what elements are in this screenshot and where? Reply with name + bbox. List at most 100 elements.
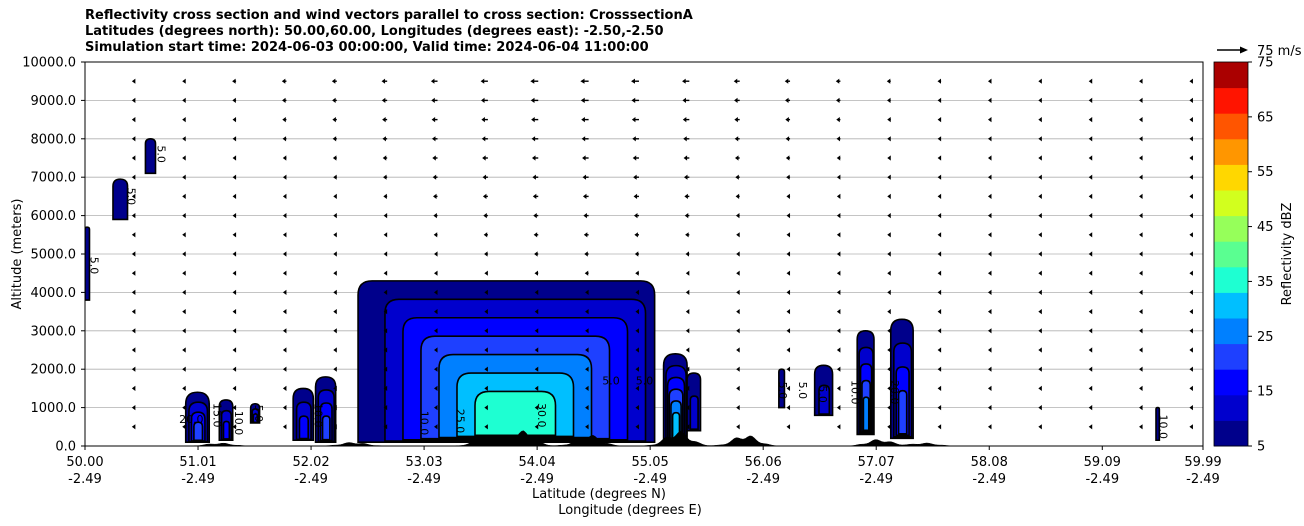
contour-label-14: 5.0 [796, 382, 809, 400]
wind-vector-0-0 [82, 79, 86, 84]
wind-vector-head [434, 289, 438, 295]
wind-vector-19-10 [1038, 270, 1042, 276]
wind-vector-head [585, 328, 589, 334]
wind-vector-7-12 [434, 309, 438, 315]
wind-vector-15-15 [836, 366, 841, 372]
wind-vector-head [232, 270, 237, 276]
wind-vector-head [434, 424, 438, 430]
wind-vector-2-15 [182, 366, 186, 372]
wind-vector-head [534, 289, 539, 295]
wind-vector-5-10 [333, 270, 337, 276]
wind-vector-7-3 [431, 136, 438, 142]
wind-vector-19-7 [1038, 213, 1042, 219]
wind-vector-head [82, 309, 86, 314]
wind-vector-head [131, 174, 136, 180]
wind-vector-1-10 [131, 270, 136, 276]
wind-vector-14-16 [786, 385, 791, 391]
wind-vector-11-13 [635, 328, 639, 334]
wind-vector-head [937, 117, 942, 123]
wind-vector-head [887, 193, 891, 199]
wind-vector-17-5 [937, 174, 942, 180]
wind-vector-head [937, 270, 942, 276]
wind-vector-head [333, 424, 337, 430]
wind-vector-head [635, 405, 639, 411]
wind-vector-14-9 [786, 251, 791, 257]
wind-vector-head [1139, 117, 1143, 123]
wind-vector-5-1 [332, 97, 337, 103]
wind-vector-head [481, 97, 485, 103]
wind-vector-8-16 [484, 385, 488, 391]
wind-vector-head [633, 213, 638, 219]
wind-vector-head [482, 174, 487, 180]
y-tick-label-4: 4000.0 [31, 286, 77, 301]
wind-vector-4-2 [282, 117, 287, 123]
contour-labels: 5.0 5.0 5.0 20.0 15.0 10.0 5.0 10.0 10.0 25.0 30.0… [88, 145, 1170, 439]
wind-vector-head [382, 136, 386, 142]
x-tick-lon-9: -2.49 [1085, 472, 1119, 487]
wind-vector-head [534, 309, 539, 315]
echo-cell-8-band-6 [474, 390, 557, 437]
wind-vector-head [735, 155, 739, 161]
wind-vector-head [1088, 155, 1093, 161]
wind-vector-head [685, 328, 690, 334]
wind-vector-head [381, 97, 386, 103]
wind-vector-4-12 [282, 309, 287, 315]
wind-vector-head [887, 213, 891, 219]
wind-vector-head [786, 366, 791, 372]
wind-vector-22-12 [1189, 309, 1193, 315]
wind-vector-16-4 [887, 155, 891, 161]
wind-vector-head [484, 289, 488, 295]
contour-label-15: 5.0 [816, 385, 829, 403]
colorbar-band-45 [1214, 215, 1248, 242]
wind-vector-12-14 [685, 347, 690, 353]
wind-vector-0-12 [82, 309, 86, 314]
wind-vector-head [786, 385, 791, 391]
wind-vector-5-17 [333, 405, 337, 411]
wind-vector-head [383, 385, 388, 391]
wind-vector-14-15 [786, 366, 791, 372]
x-tick-lat-4: 54.04 [519, 455, 556, 470]
wind-vector-4-15 [282, 366, 287, 372]
colorbar-tick-label-25: 25 [1257, 330, 1274, 345]
wind-vector-head [532, 155, 536, 161]
y-tick-label-7: 7000.0 [31, 171, 77, 186]
wind-vector-head [836, 424, 841, 430]
wind-vector-head [182, 405, 186, 411]
wind-vector-head [282, 97, 286, 103]
wind-vector-head [1038, 136, 1042, 142]
wind-vector-7-7 [433, 213, 438, 219]
wind-vector-20-2 [1088, 117, 1093, 123]
wind-vector-head [987, 309, 992, 315]
wind-vector-7-1 [431, 97, 438, 103]
wind-vector-head [987, 424, 992, 430]
wind-vector-9-15 [534, 366, 539, 372]
wind-vector-0-18 [82, 424, 86, 429]
wind-vector-18-7 [987, 213, 992, 219]
colorbar-tick-label-15: 15 [1257, 385, 1274, 400]
wind-vector-3-15 [232, 366, 237, 372]
wind-vector-12-1 [682, 97, 690, 103]
wind-vector-head [736, 232, 740, 238]
wind-vector-22-17 [1189, 405, 1193, 411]
wind-vector-head [887, 385, 891, 391]
wind-vector-head [1139, 270, 1143, 276]
wind-vector-1-16 [131, 385, 136, 391]
wind-vector-22-7 [1189, 213, 1193, 219]
wind-vector-head [1139, 136, 1143, 142]
wind-vector-3-18 [232, 424, 237, 430]
wind-vector-head [481, 136, 486, 142]
wind-vector-11-7 [633, 213, 639, 219]
x-tick-lat-1: 51.01 [179, 455, 216, 470]
wind-vector-12-12 [685, 309, 690, 315]
wind-vector-head [333, 174, 337, 180]
wind-vector-5-5 [333, 174, 337, 180]
wind-vector-head [1139, 193, 1143, 199]
wind-vector-4-8 [282, 232, 287, 238]
wind-vector-head [182, 97, 186, 103]
colorbar-label: Reflectivity dBZ [1280, 203, 1295, 306]
wind-vector-head [937, 405, 942, 411]
wind-vector-head [333, 366, 337, 372]
wind-vector-9-1 [530, 97, 539, 103]
wind-vector-14-18 [786, 424, 791, 430]
wind-vector-6-18 [383, 424, 388, 430]
